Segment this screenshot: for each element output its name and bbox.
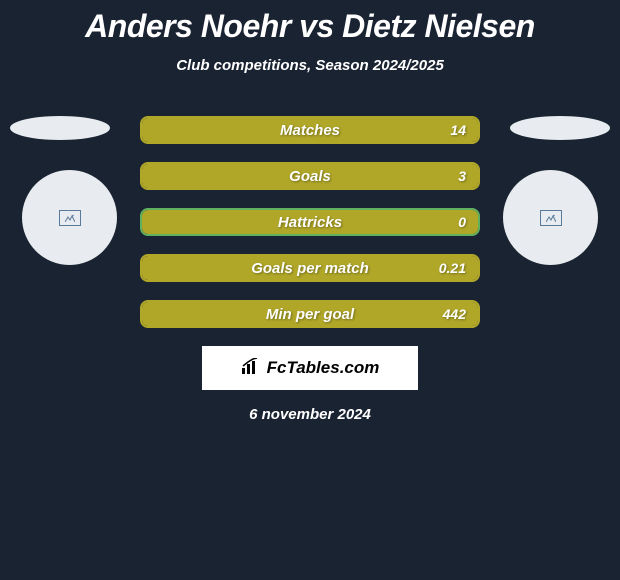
page-title: Anders Noehr vs Dietz Nielsen — [0, 8, 620, 45]
brand-chart-icon — [241, 358, 261, 379]
comparison-area: Matches 14 Goals 3 Hattricks 0 Goals per match… — [0, 116, 620, 423]
stat-value: 14 — [450, 122, 466, 138]
stat-label: Min per goal — [266, 306, 354, 323]
stat-bar: Goals per match 0.21 — [140, 254, 480, 282]
player-left-ellipse — [10, 116, 110, 140]
stat-value: 0 — [458, 214, 466, 230]
stat-value: 3 — [458, 168, 466, 184]
stat-bar: Matches 14 — [140, 116, 480, 144]
player-right-ellipse — [510, 116, 610, 140]
stat-bar: Goals 3 — [140, 162, 480, 190]
stat-value: 442 — [443, 306, 466, 322]
brand-badge: FcTables.com — [202, 346, 418, 390]
image-placeholder-icon — [59, 210, 81, 226]
stat-label: Goals per match — [251, 260, 369, 277]
subtitle: Club competitions, Season 2024/2025 — [0, 57, 620, 74]
stat-bar: Hattricks 0 — [140, 208, 480, 236]
player-right-avatar — [503, 170, 598, 265]
brand-text: FcTables.com — [267, 358, 380, 378]
stat-bar: Min per goal 442 — [140, 300, 480, 328]
stat-label: Matches — [280, 122, 340, 139]
stat-label: Goals — [289, 168, 331, 185]
image-placeholder-icon — [540, 210, 562, 226]
date-text: 6 november 2024 — [0, 406, 620, 423]
player-left-avatar — [22, 170, 117, 265]
stat-label: Hattricks — [278, 214, 342, 231]
stat-value: 0.21 — [439, 260, 466, 276]
stat-bars: Matches 14 Goals 3 Hattricks 0 Goals per match… — [140, 116, 480, 328]
